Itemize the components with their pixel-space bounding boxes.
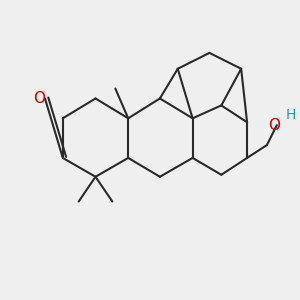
Text: O: O	[33, 91, 45, 106]
Text: H: H	[286, 108, 296, 122]
Text: O: O	[268, 118, 280, 133]
